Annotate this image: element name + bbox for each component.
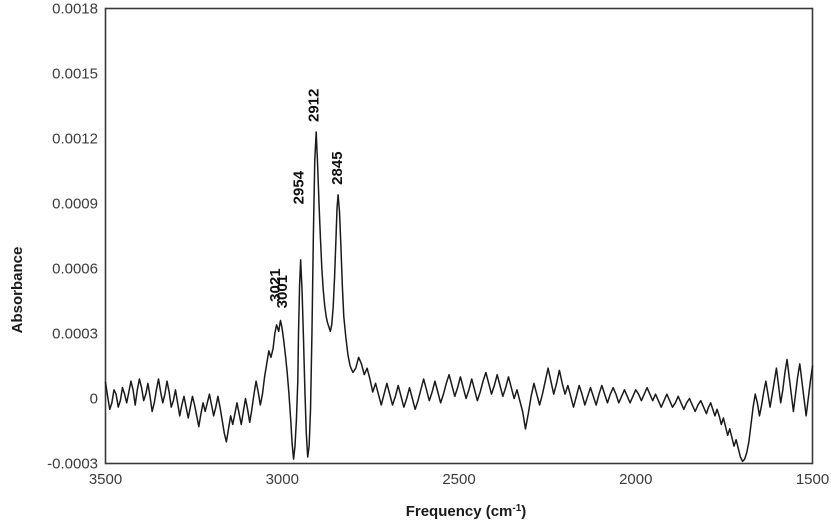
y-tick-label: 0.0012 (52, 131, 98, 148)
svg-text:Frequency (cm-1): Frequency (cm-1) (406, 503, 527, 520)
y-axis-title: Absorbance (9, 247, 26, 334)
x-tick-label: 2500 (442, 471, 475, 488)
peak-label-3001: 3001 (274, 275, 291, 308)
y-tick-label: -0.0003 (47, 456, 98, 473)
x-tick-label: 3000 (266, 471, 299, 488)
peak-label-2845: 2845 (329, 151, 346, 184)
x-axis-title: Frequency (cm-1) (406, 503, 527, 520)
plot-frame (104, 7, 814, 465)
y-tick-label: 0.0009 (52, 196, 98, 213)
peak-label-2954: 2954 (291, 170, 308, 204)
y-axis-tick-labels: 0.0018 0.0015 0.0012 0.0009 0.0006 0.0003 0 -0.… (47, 1, 98, 473)
y-tick-label: 0.0018 (52, 1, 98, 18)
peak-label-3021: 3021 (267, 268, 284, 301)
x-tick-label: 1500 (796, 471, 829, 488)
spectrum-trace (104, 131, 814, 463)
y-tick-label: 0.0003 (52, 326, 98, 343)
y-tick-label: 0.0015 (52, 66, 98, 83)
y-tick-label: 0.0006 (52, 261, 98, 278)
y-tick-label: 0 (90, 391, 98, 408)
x-tick-label: 3500 (89, 471, 122, 488)
x-axis-tick-labels: 3500 3000 2500 2000 1500 (89, 471, 829, 488)
peak-label-2912: 2912 (305, 89, 322, 122)
x-tick-label: 2000 (619, 471, 652, 488)
